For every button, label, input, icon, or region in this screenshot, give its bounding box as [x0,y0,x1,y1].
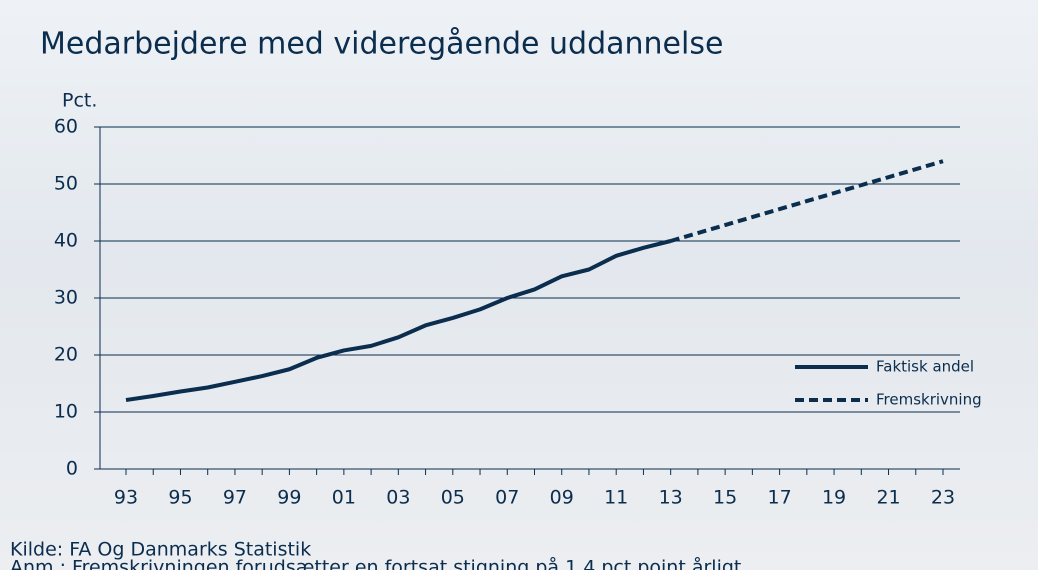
y-tick-label: 40 [54,230,78,252]
chart-title: Medarbejdere med videregående uddannelse [40,27,723,62]
x-tick-label: 11 [604,487,628,509]
x-tick-label: 09 [550,487,574,509]
x-tick-label: 13 [659,487,683,509]
x-tick-label: 21 [876,487,900,509]
y-tick-label: 50 [54,173,78,195]
x-tick-label: 95 [168,487,192,509]
x-tick-label: 97 [223,487,247,509]
chart: Medarbejdere med videregående uddannelse… [0,0,1038,570]
y-tick-label: 30 [54,287,78,309]
x-tick-label: 19 [822,487,846,509]
legend-label: Fremskrivning [876,391,982,409]
note: Anm.: Fremskrivningen forudsætter en for… [10,556,747,570]
x-tick-label: 93 [114,487,138,509]
x-tick-label: 23 [931,487,955,509]
x-tick-label: 15 [713,487,737,509]
x-tick-label: 01 [332,487,356,509]
legend-label: Faktisk andel [876,358,974,376]
background [0,0,1038,570]
x-tick-label: 03 [386,487,410,509]
y-tick-label: 20 [54,344,78,366]
y-axis-label: Pct. [62,90,97,112]
y-tick-label: 60 [54,116,78,138]
x-tick-label: 07 [495,487,519,509]
x-tick-label: 99 [277,487,301,509]
y-tick-label: 0 [66,458,78,480]
x-tick-label: 17 [768,487,792,509]
y-tick-label: 10 [54,401,78,423]
x-tick-label: 05 [441,487,465,509]
